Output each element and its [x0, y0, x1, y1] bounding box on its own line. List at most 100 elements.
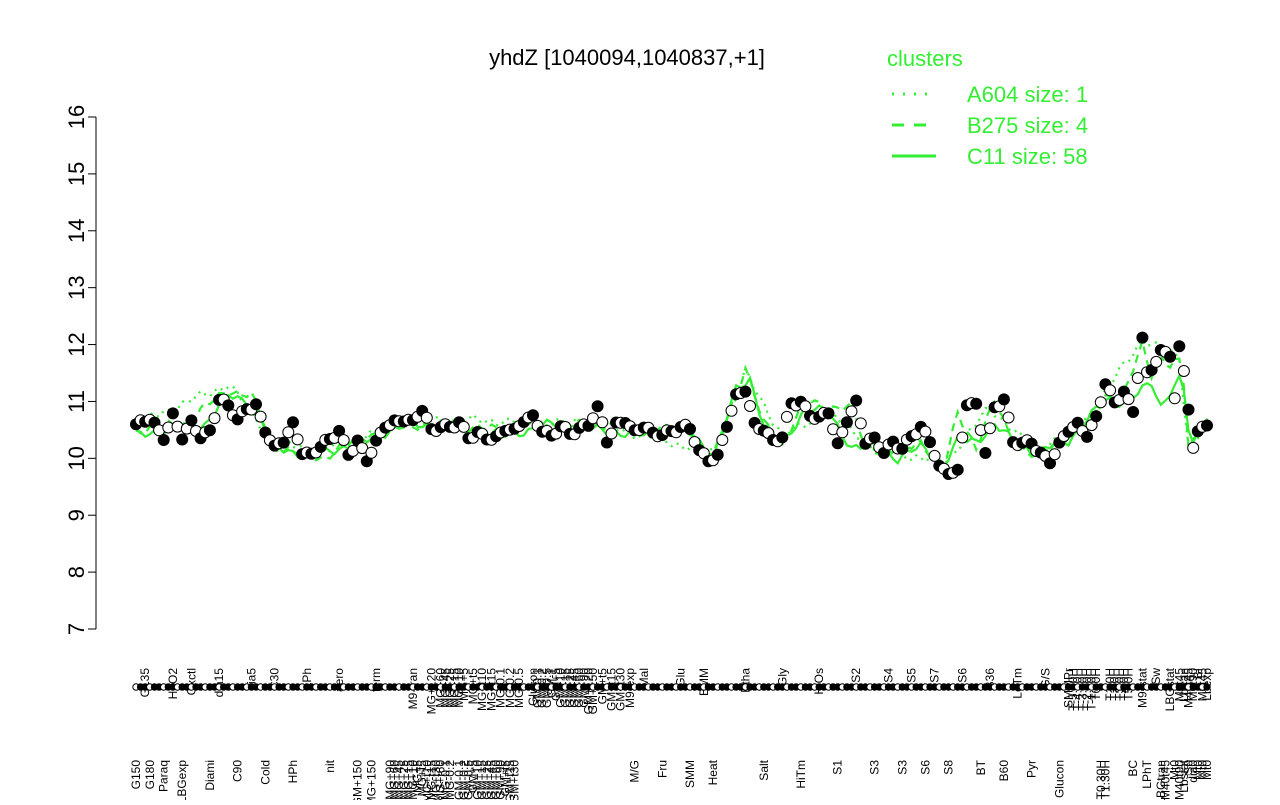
x-tick-label: MG+10	[406, 760, 420, 800]
data-point	[840, 416, 853, 429]
x-tick-label: GM+120	[581, 668, 595, 715]
x-tick-label: Heat	[706, 759, 720, 785]
x-tick-label: Mt0	[1200, 760, 1214, 780]
x-tick-label: S6	[955, 668, 969, 683]
x-tick-label: MG-t15	[424, 760, 438, 800]
x-tick-label: dia15	[212, 668, 226, 698]
x-tick-label: MG-0.1	[438, 760, 452, 800]
data-point	[203, 424, 216, 437]
x-tick-label: Glu	[674, 668, 688, 687]
y-tick-label: 15	[64, 162, 89, 186]
data-point	[1104, 384, 1117, 397]
data-point	[287, 416, 299, 429]
x-tick-label: Lbstat	[1177, 759, 1191, 792]
x-tick-label: G150	[129, 760, 143, 790]
y-tick-label: 9	[64, 509, 89, 521]
data-point	[185, 414, 198, 427]
data-point	[684, 423, 696, 435]
x-tick-label: BT	[974, 759, 988, 775]
data-point	[711, 448, 724, 461]
points-layer	[130, 331, 1213, 480]
data-point	[337, 434, 350, 447]
x-tick-label: S6	[918, 760, 932, 775]
x-tick-label: Sw	[1149, 668, 1163, 685]
data-point	[956, 431, 969, 444]
x-tick-label: GM+t30	[508, 760, 522, 800]
x-tick-label: GM+t5	[498, 760, 512, 797]
x-tick-label: Mal	[637, 668, 651, 687]
x-tick-label: G180	[143, 760, 157, 790]
x-tick-label: MG+150	[364, 760, 378, 800]
x-tick-label: nit	[323, 759, 337, 772]
x-tick-label: S0	[1182, 760, 1196, 775]
x-tick-label: GM+150	[586, 668, 600, 715]
data-point	[739, 385, 752, 398]
data-point	[919, 425, 932, 438]
x-tick-label: GM-0.2	[457, 760, 471, 800]
data-point	[1090, 410, 1103, 423]
data-point	[591, 400, 604, 413]
y-tick-label: 10	[64, 446, 89, 470]
data-point	[277, 436, 290, 449]
x-tick-label: MG+t60	[434, 760, 448, 800]
data-point	[420, 411, 433, 424]
x-tick-label: BI	[1191, 668, 1205, 679]
x-tick-label: Pyr	[1025, 760, 1039, 778]
series-line-dashed	[135, 337, 1208, 474]
x-tick-label: GM+15	[475, 760, 489, 800]
x-tick-label: BMM	[697, 668, 711, 696]
x-tick-label: LPhT	[1140, 759, 1154, 788]
data-point	[831, 437, 844, 450]
x-tick-label: Cold	[258, 760, 272, 785]
data-point	[1177, 365, 1190, 377]
x-tick-label: MG+90	[383, 760, 397, 800]
y-tick-label: 13	[64, 275, 89, 299]
y-tick-label: 11	[64, 390, 89, 413]
x-tick-label: Mt0	[1191, 760, 1205, 780]
x-tick-label: MG+5	[411, 760, 425, 793]
data-point	[1048, 448, 1061, 461]
data-point	[854, 417, 867, 430]
data-point	[744, 400, 756, 412]
x-tick-label: GM-0.5	[461, 760, 475, 800]
x-tick-label: GM+25	[480, 760, 494, 800]
x-tick-label: M/G	[628, 760, 642, 783]
data-point	[1187, 441, 1200, 454]
y-tick-label: 8	[64, 566, 89, 578]
data-point	[1127, 406, 1140, 418]
x-tick-label: S2	[849, 668, 863, 683]
x-tick-label: GM+90	[494, 760, 508, 800]
data-point	[720, 420, 733, 433]
x-tick-label: S5	[905, 668, 919, 683]
data-point	[845, 405, 858, 418]
x-tick-label: dia0	[1186, 760, 1200, 783]
data-point	[250, 398, 262, 411]
x-tick-label: S1	[831, 760, 845, 775]
x-tick-label: Mt0	[1195, 760, 1209, 780]
x-tick-label: SMM	[683, 760, 697, 788]
y-tick-label: 12	[64, 332, 89, 356]
data-point	[868, 431, 881, 444]
data-point	[527, 409, 539, 422]
data-point	[282, 426, 295, 439]
data-point	[799, 400, 812, 413]
data-point	[776, 431, 789, 444]
data-point	[1150, 355, 1163, 368]
x-tick-label: GM+60	[489, 760, 503, 800]
x-tick-label: LBGtran	[1154, 760, 1168, 800]
x-tick-label: M40t45	[1159, 760, 1173, 800]
x-tick-label: M40t90	[1172, 760, 1186, 800]
data-point	[254, 410, 267, 423]
legend-label: B275 size: 4	[967, 113, 1088, 138]
data-point	[822, 407, 835, 420]
data-point	[1168, 392, 1181, 405]
data-point	[1002, 411, 1015, 424]
legend: clusters A604 size: 1 B275 size: 4 C11 siz…	[887, 46, 1088, 169]
data-point	[928, 449, 941, 462]
x-tick-label: Gly	[775, 668, 789, 686]
x-marker	[1203, 683, 1211, 691]
x-tick-label: Mt0	[1168, 760, 1182, 780]
x-tick-label: MG+t5	[415, 760, 429, 797]
